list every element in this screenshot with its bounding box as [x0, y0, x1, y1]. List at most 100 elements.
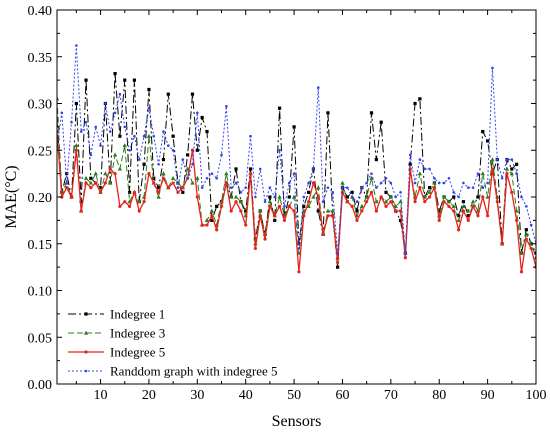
data-point [103, 181, 107, 185]
data-point [505, 158, 509, 161]
data-point [476, 172, 480, 175]
data-point [70, 120, 73, 124]
data-point [249, 134, 252, 138]
data-point [84, 369, 88, 373]
data-point [292, 209, 296, 213]
data-point [268, 186, 272, 189]
data-point [404, 251, 407, 255]
data-point [476, 214, 480, 218]
data-point [181, 186, 185, 190]
legend-label: Indegree 5 [110, 345, 165, 360]
data-point [234, 167, 238, 171]
data-point [171, 148, 175, 152]
data-point [238, 199, 244, 204]
data-point [486, 214, 490, 218]
data-point [534, 251, 536, 255]
data-point [84, 350, 88, 354]
data-point [510, 158, 514, 161]
data-point [500, 242, 504, 246]
data-point [123, 78, 127, 82]
x-tick-label: 80 [432, 388, 446, 403]
data-point [161, 158, 166, 162]
data-point [94, 125, 98, 129]
data-point [423, 200, 427, 204]
data-point [191, 162, 194, 166]
x-tick-label: 50 [287, 388, 301, 403]
data-point [364, 194, 369, 199]
data-point [360, 186, 364, 189]
data-point [84, 78, 88, 82]
legend-label: Randdom graph with indegree 5 [110, 364, 278, 379]
data-point [233, 194, 239, 199]
data-point [413, 181, 417, 185]
x-tick-label: 10 [94, 388, 108, 403]
data-point [325, 208, 331, 213]
x-tick-label: 30 [190, 388, 204, 403]
data-point [375, 186, 378, 189]
data-point [277, 204, 282, 208]
data-point [219, 204, 224, 208]
data-point [510, 190, 514, 194]
data-point [186, 177, 189, 180]
data-point [486, 139, 490, 143]
y-tick-label: 0.10 [28, 285, 53, 300]
data-point [254, 195, 257, 199]
data-point [466, 214, 470, 218]
data-point [316, 195, 320, 199]
data-point [263, 237, 267, 241]
data-point [181, 158, 185, 161]
data-point [510, 167, 514, 171]
data-point [393, 203, 398, 208]
data-point [307, 181, 310, 185]
data-point [524, 232, 529, 236]
data-point [441, 194, 447, 199]
data-point [83, 175, 89, 180]
legend-item-1: Indegree 1 [68, 307, 165, 322]
data-point [466, 218, 470, 222]
data-point [384, 190, 388, 194]
data-point [306, 190, 311, 194]
data-point [330, 208, 335, 213]
data-point [524, 237, 528, 241]
legend-label: Indegree 1 [110, 307, 165, 322]
data-point [306, 200, 311, 204]
data-point [374, 209, 378, 213]
data-point [146, 133, 152, 138]
data-point [486, 181, 489, 185]
data-point [89, 153, 93, 157]
data-point [302, 195, 306, 199]
data-point [365, 181, 368, 185]
data-point [220, 153, 223, 157]
data-point [292, 172, 296, 175]
data-point [132, 190, 137, 194]
data-point [495, 200, 499, 204]
data-point [370, 172, 373, 175]
data-point [79, 200, 83, 204]
y-tick-label: 0.05 [28, 331, 53, 346]
data-point [398, 218, 403, 222]
data-point [311, 194, 316, 199]
data-point [321, 232, 325, 236]
y-tick-label: 0.20 [28, 191, 53, 206]
data-point [210, 214, 214, 218]
data-point [447, 204, 451, 208]
data-point [89, 176, 93, 180]
data-point [273, 195, 277, 199]
data-point [117, 166, 123, 171]
data-point [113, 71, 117, 76]
data-point [413, 200, 417, 204]
data-point [244, 209, 248, 213]
data-point [471, 204, 475, 208]
data-point [161, 171, 166, 176]
data-point [311, 181, 316, 185]
data-point [157, 190, 161, 194]
data-point [142, 134, 146, 138]
data-point [345, 200, 349, 204]
data-point [224, 181, 228, 185]
data-point [171, 181, 175, 185]
data-point [287, 195, 291, 199]
data-point [379, 181, 383, 185]
data-point [388, 194, 394, 199]
data-point [403, 256, 407, 260]
